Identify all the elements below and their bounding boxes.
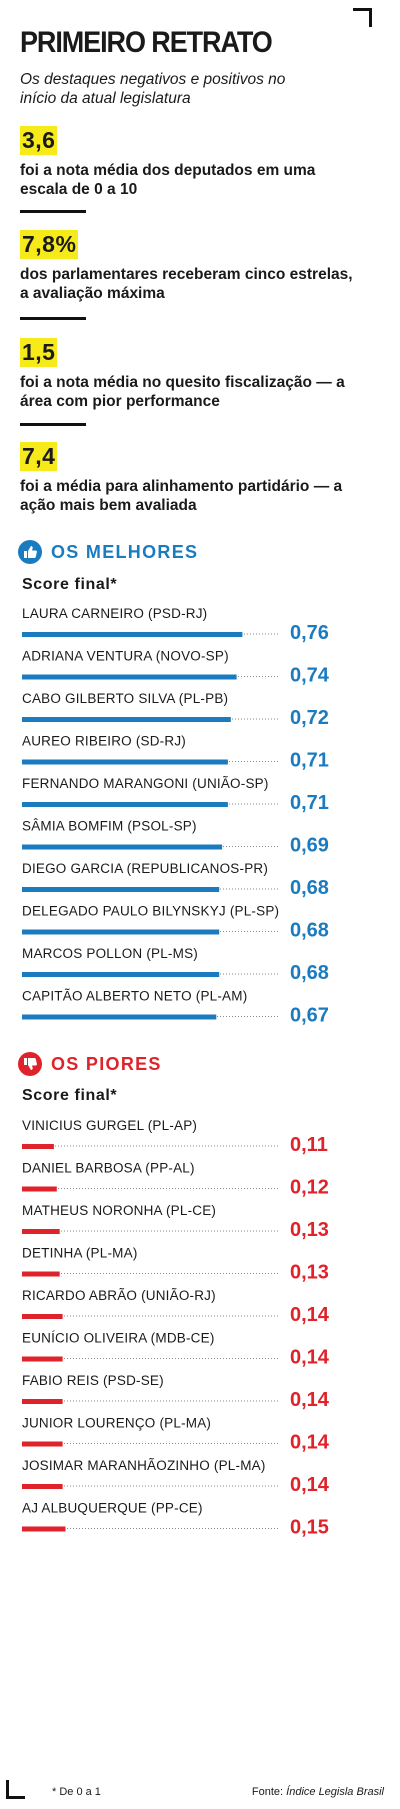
bar-category-label: EUNÍCIO OLIVEIRA (MDB-CE): [22, 1331, 215, 1346]
bar-value-label: 0,68: [290, 920, 329, 942]
bar-value-label: 0,13: [290, 1219, 329, 1241]
bar-category-label: DELEGADO PAULO BILYNSKYJ (PL-SP): [22, 904, 279, 919]
bar-category-label: DANIEL BARBOSA (PP-AL): [22, 1161, 195, 1176]
best-score-label: Score final*: [22, 576, 118, 593]
bar-value-label: 0,14: [290, 1304, 330, 1326]
bar-value-label: 0,74: [290, 665, 330, 687]
best-bar-chart: LAURA CARNEIRO (PSD-RJ) 0,76 ADRIANA VENTU…: [22, 606, 330, 1027]
bar-value-label: 0,72: [290, 707, 329, 729]
bar-category-label: RICARDO ABRÃO (UNIÃO-RJ): [22, 1288, 216, 1303]
bar-category-label: FERNANDO MARANGONI (UNIÃO-SP): [22, 776, 269, 791]
bar: [22, 1526, 66, 1532]
separator: [20, 423, 86, 426]
worst-section-title: OS PIORES: [51, 1053, 162, 1074]
highlight-text: foi a nota média dos deputados em uma es…: [20, 162, 316, 198]
separator: [20, 317, 86, 320]
bar-category-label: JOSIMAR MARANHÃOZINHO (PL-MA): [22, 1458, 266, 1473]
bar: [22, 632, 243, 637]
best-section-title: OS MELHORES: [51, 541, 199, 562]
bar-category-label: DETINHA (PL-MA): [22, 1246, 138, 1261]
highlight-4: 7,4 foi a média para alinhamento partidá…: [20, 442, 360, 515]
bar-category-label: CAPITÃO ALBERTO NETO (PL-AM): [22, 989, 247, 1004]
bar: [22, 1014, 217, 1020]
highlight-1: 3,6 foi a nota média dos deputados em um…: [20, 126, 360, 199]
bar: [22, 1441, 63, 1447]
highlight-value: 7,8%: [20, 230, 79, 259]
bar-category-label: AJ ALBUQUERQUE (PP-CE): [22, 1501, 203, 1516]
worst-score-label: Score final*: [22, 1087, 118, 1104]
highlight-value: 3,6: [20, 126, 58, 155]
bar-category-label: MARCOS POLLON (PL-MS): [22, 946, 198, 961]
bar-value-label: 0,14: [290, 1474, 330, 1496]
highlight-value: 1,5: [20, 338, 58, 367]
thumbs-down-icon: [18, 1052, 42, 1076]
source-name: Índice Legisla Brasil: [286, 1786, 384, 1798]
bar-value-label: 0,67: [290, 1005, 329, 1027]
bar-value-label: 0,69: [290, 835, 329, 857]
highlight-text: foi a nota média no quesito fiscalização…: [20, 374, 345, 410]
bar: [22, 1186, 57, 1192]
bar: [22, 1271, 60, 1277]
bar-value-label: 0,13: [290, 1262, 329, 1284]
bar: [22, 759, 228, 765]
corner-mark-top-right: [353, 8, 372, 27]
bar: [22, 844, 223, 850]
bar: [22, 802, 228, 807]
bar-category-label: VINICIUS GURGEL (PL-AP): [22, 1118, 197, 1133]
worst-section-header: OS PIORES: [18, 1052, 162, 1076]
bar-category-label: LAURA CARNEIRO (PSD-RJ): [22, 606, 207, 621]
bar-category-label: MATHEUS NORONHA (PL-CE): [22, 1203, 216, 1218]
highlight-text: foi a média para alinhamento partidário …: [20, 478, 343, 514]
bar-category-label: SÂMIA BOMFIM (PSOL-SP): [22, 819, 197, 834]
page-subtitle: Os destaques negativos e positivos no in…: [20, 71, 286, 107]
bar-value-label: 0,15: [290, 1517, 329, 1539]
page-title: PRIMEIRO RETRATO: [20, 26, 273, 59]
bar: [22, 1356, 63, 1362]
bar-value-label: 0,11: [290, 1134, 328, 1156]
best-section-header: OS MELHORES: [18, 540, 198, 564]
bar-value-label: 0,14: [290, 1432, 330, 1454]
bar-category-label: DIEGO GARCIA (REPUBLICANOS-PR): [22, 861, 268, 876]
bar: [22, 1484, 63, 1489]
source-credit: Fonte: Índice Legisla Brasil: [252, 1786, 384, 1798]
bar-category-label: ADRIANA VENTURA (NOVO-SP): [22, 649, 229, 664]
highlight-text: dos parlamentares receberam cinco estrel…: [20, 266, 353, 302]
corner-mark-bottom-left: [6, 1780, 25, 1799]
separator: [20, 210, 86, 213]
bar-value-label: 0,71: [290, 750, 329, 772]
bar-value-label: 0,14: [290, 1389, 330, 1411]
highlight-2: 7,8% dos parlamentares receberam cinco e…: [20, 230, 360, 303]
worst-bar-chart: VINICIUS GURGEL (PL-AP) 0,11 DANIEL BARBOS…: [22, 1118, 330, 1539]
bar: [22, 929, 220, 935]
bar-value-label: 0,71: [290, 792, 329, 814]
bar: [22, 1144, 54, 1149]
bar: [22, 1229, 60, 1234]
highlight-value: 7,4: [20, 442, 58, 471]
bar-value-label: 0,68: [290, 962, 329, 984]
source-prefix: Fonte:: [251, 1786, 287, 1798]
bar: [22, 674, 237, 680]
bar-value-label: 0,68: [290, 877, 329, 899]
bar-category-label: FABIO REIS (PSD-SE): [22, 1373, 164, 1388]
thumbs-up-icon: [18, 540, 42, 564]
bar-value-label: 0,76: [290, 622, 329, 644]
bar: [22, 1399, 63, 1404]
bar: [22, 887, 220, 892]
bar: [22, 717, 231, 722]
bar-value-label: 0,12: [290, 1177, 329, 1199]
bar-category-label: JUNIOR LOURENÇO (PL-MA): [22, 1416, 211, 1431]
highlight-3: 1,5 foi a nota média no quesito fiscaliz…: [20, 338, 360, 411]
bar-value-label: 0,14: [290, 1347, 330, 1369]
bar: [22, 972, 220, 977]
bar-category-label: CABO GILBERTO SILVA (PL-PB): [22, 691, 228, 706]
footnote: * De 0 a 1: [52, 1786, 101, 1798]
bar-category-label: AUREO RIBEIRO (SD-RJ): [22, 734, 186, 749]
bar: [22, 1314, 63, 1319]
